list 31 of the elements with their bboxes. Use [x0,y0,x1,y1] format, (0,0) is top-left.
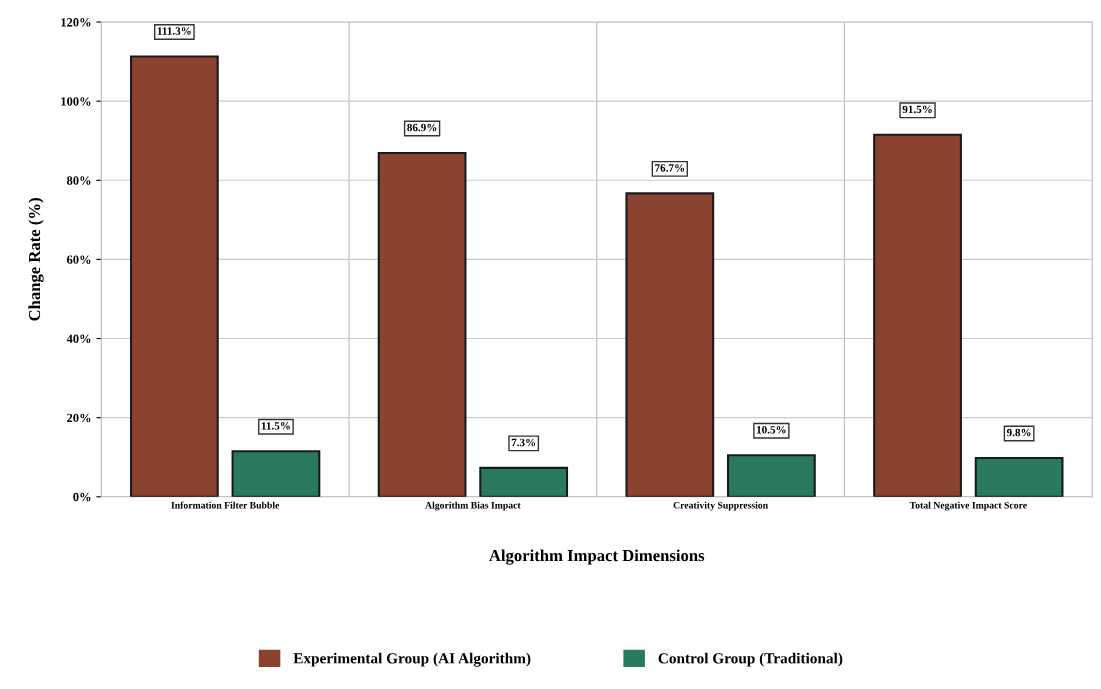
y-tick-label: 40% [66,334,91,344]
bar [377,151,467,497]
bar [727,454,816,497]
x-tick-label: Creativity Suppression [673,501,768,511]
y-tick-label: 60% [67,255,91,264]
bar [625,192,715,497]
y-tick-label: 20% [67,413,91,423]
bar [479,466,569,497]
bar [129,55,219,497]
data-label: 7.3% [511,438,536,447]
legend-label: Control Group (Traditional) [658,652,843,667]
data-label: 10.5% [757,426,786,434]
y-tick-label: 100% [61,97,91,106]
data-label: 76.7% [655,164,685,172]
x-axis-title: Algorithm Impact Dimensions [489,549,705,565]
y-tick-label: 80% [66,176,91,185]
x-tick-label: Total Negative Impact Score [909,501,1027,511]
x-tick-label: Information Filter Bubble [171,501,280,509]
x-tick-label: Algorithm Bias Impact [425,501,521,511]
data-label: 9.8% [1006,428,1031,437]
bar [231,450,321,497]
bar [974,456,1064,497]
bar [873,133,962,497]
data-label: 111.3% [157,27,191,35]
data-label: 11.5% [261,422,290,430]
y-axis-title: Change Rate (%) [28,198,44,321]
data-label: 86.9% [407,123,437,132]
y-tick-label: 120% [61,18,91,27]
legend-label: Experimental Group (AI Algorithm) [293,652,531,667]
data-label: 91.5% [902,105,932,114]
y-tick-label: 0% [73,492,91,502]
